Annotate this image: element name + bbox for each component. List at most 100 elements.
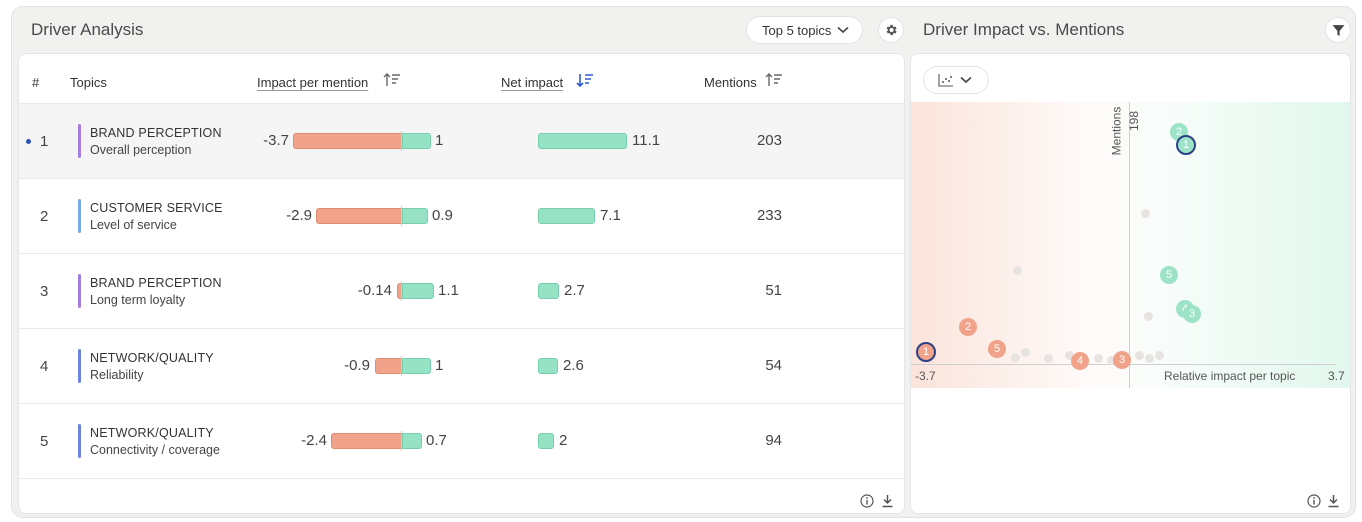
net-impact-header[interactable]: Net impact bbox=[501, 75, 564, 90]
negative-impact-value: -0.14 bbox=[357, 282, 392, 299]
negative-impact-value: -3.7 bbox=[263, 132, 289, 149]
info-icon[interactable] bbox=[1307, 494, 1321, 508]
scatter-point[interactable] bbox=[1155, 351, 1164, 360]
mentions-value: 94 bbox=[765, 432, 782, 449]
download-icon[interactable] bbox=[1327, 494, 1340, 508]
scatter-point[interactable] bbox=[1013, 266, 1022, 275]
row-rank: 3 bbox=[40, 283, 49, 300]
table-row[interactable]: 3 BRAND PERCEPTION Long term loyalty -0.… bbox=[19, 253, 904, 328]
scatter-point-negative[interactable]: 5 bbox=[988, 340, 1006, 358]
sort-icon[interactable] bbox=[383, 72, 401, 88]
topic-name: Overall perception bbox=[90, 143, 192, 157]
topic-category: CUSTOMER SERVICE bbox=[90, 201, 223, 215]
positive-impact-value: 1 bbox=[435, 132, 444, 149]
scatter-chart-card: Mentions 198 -3.7 Relative impact per to… bbox=[910, 53, 1351, 514]
net-impact-value: 11.1 bbox=[632, 132, 661, 149]
topic-name: Connectivity / coverage bbox=[90, 443, 220, 457]
info-icon[interactable] bbox=[860, 494, 874, 508]
table-row[interactable]: 1 BRAND PERCEPTION Overall perception -3… bbox=[19, 103, 904, 178]
table-row[interactable]: 5 NETWORK/QUALITY Connectivity / coverag… bbox=[19, 403, 904, 478]
scatter-point-negative-selected[interactable]: 1 bbox=[916, 342, 936, 362]
sort-icon[interactable] bbox=[765, 72, 783, 88]
driver-analysis-title: Driver Analysis bbox=[31, 20, 144, 39]
positive-impact-value: 0.7 bbox=[426, 432, 447, 449]
scatter-point-negative[interactable]: 3 bbox=[1113, 351, 1131, 369]
download-icon[interactable] bbox=[881, 494, 894, 508]
table-footer-divider bbox=[19, 478, 904, 479]
table-row[interactable]: 4 NETWORK/QUALITY Reliability -0.9 1 2.6… bbox=[19, 328, 904, 403]
sort-desc-icon[interactable] bbox=[576, 72, 594, 88]
scatter-point[interactable] bbox=[1065, 351, 1074, 360]
negative-impact-bar bbox=[397, 283, 401, 299]
scatter-point-positive[interactable]: 3 bbox=[1183, 305, 1201, 323]
negative-impact-value: -2.9 bbox=[286, 207, 312, 224]
positive-impact-bar bbox=[402, 133, 431, 149]
filter-button[interactable] bbox=[1325, 17, 1351, 43]
negative-impact-bar bbox=[331, 433, 401, 449]
topics-count-dropdown[interactable]: Top 5 topics bbox=[746, 16, 864, 44]
scatter-point-positive-selected[interactable]: 1 bbox=[1176, 135, 1196, 155]
x-axis-label: Relative impact per topic bbox=[1164, 369, 1296, 383]
impact-vs-mentions-title: Driver Impact vs. Mentions bbox=[923, 20, 1125, 39]
positive-impact-bar bbox=[402, 433, 422, 449]
net-impact-value: 2.6 bbox=[563, 357, 584, 374]
positive-impact-bar bbox=[402, 358, 431, 374]
scatter-point[interactable] bbox=[1141, 209, 1150, 218]
scatter-point[interactable] bbox=[1021, 348, 1030, 357]
category-color-bar bbox=[78, 124, 81, 158]
mentions-value: 203 bbox=[756, 132, 782, 149]
y-axis-line bbox=[1129, 102, 1130, 388]
chart-type-dropdown[interactable] bbox=[923, 66, 989, 94]
scatter-chart-icon bbox=[938, 74, 953, 87]
scatter-point[interactable] bbox=[1107, 356, 1116, 365]
topic-name: Level of service bbox=[90, 218, 177, 232]
net-impact-value: 7.1 bbox=[600, 207, 621, 224]
net-impact-bar bbox=[538, 283, 559, 299]
scatter-point[interactable] bbox=[1011, 353, 1020, 362]
scatter-point[interactable] bbox=[1094, 354, 1103, 363]
zero-line bbox=[401, 281, 402, 301]
topic-category: NETWORK/QUALITY bbox=[90, 351, 214, 365]
scatter-point[interactable] bbox=[1044, 354, 1053, 363]
mentions-value: 233 bbox=[756, 207, 782, 224]
table-row[interactable]: 2 CUSTOMER SERVICE Level of service -2.9… bbox=[19, 178, 904, 253]
positive-impact-value: 1 bbox=[435, 357, 444, 374]
topics-count-label: Top 5 topics bbox=[762, 22, 832, 38]
negative-impact-value: -0.9 bbox=[344, 357, 370, 374]
net-impact-value: 2.7 bbox=[564, 282, 585, 299]
x-min-label: -3.7 bbox=[915, 369, 936, 383]
net-impact-bar bbox=[538, 433, 554, 449]
mentions-column-header[interactable]: Mentions bbox=[704, 75, 757, 90]
topic-category: BRAND PERCEPTION bbox=[90, 126, 222, 140]
mentions-value: 54 bbox=[765, 357, 782, 374]
filter-icon bbox=[1332, 24, 1344, 36]
net-impact-value: 2 bbox=[559, 432, 568, 449]
row-rank: 1 bbox=[40, 133, 49, 150]
y-axis-label: Mentions bbox=[1109, 106, 1124, 156]
topics-column-header: Topics bbox=[70, 75, 107, 90]
settings-button[interactable] bbox=[878, 17, 904, 43]
scatter-point-positive[interactable]: 5 bbox=[1160, 266, 1178, 284]
selected-indicator-dot bbox=[26, 139, 31, 144]
positive-impact-bar bbox=[402, 208, 428, 224]
net-impact-bar bbox=[538, 133, 627, 149]
row-rank: 2 bbox=[40, 208, 49, 225]
scatter-point-negative[interactable]: 4 bbox=[1071, 352, 1089, 370]
category-color-bar bbox=[78, 199, 81, 233]
rank-column-header: # bbox=[32, 75, 40, 90]
driver-analysis-widget: Driver Analysis Top 5 topics Driver Impa… bbox=[11, 6, 1356, 518]
scatter-point[interactable] bbox=[1144, 312, 1153, 321]
category-color-bar bbox=[78, 424, 81, 458]
topic-name: Reliability bbox=[90, 368, 144, 382]
zero-line bbox=[401, 131, 402, 151]
scatter-point[interactable] bbox=[1145, 354, 1154, 363]
zero-line bbox=[401, 206, 402, 226]
scatter-point-negative[interactable]: 2 bbox=[959, 318, 977, 336]
scatter-point[interactable] bbox=[1135, 351, 1144, 360]
chevron-down-icon bbox=[960, 76, 972, 84]
zero-line bbox=[401, 356, 402, 376]
zero-line bbox=[401, 431, 402, 451]
negative-impact-bar bbox=[316, 208, 401, 224]
impact-per-mention-header[interactable]: Impact per mention bbox=[257, 75, 369, 90]
negative-impact-bar bbox=[375, 358, 401, 374]
